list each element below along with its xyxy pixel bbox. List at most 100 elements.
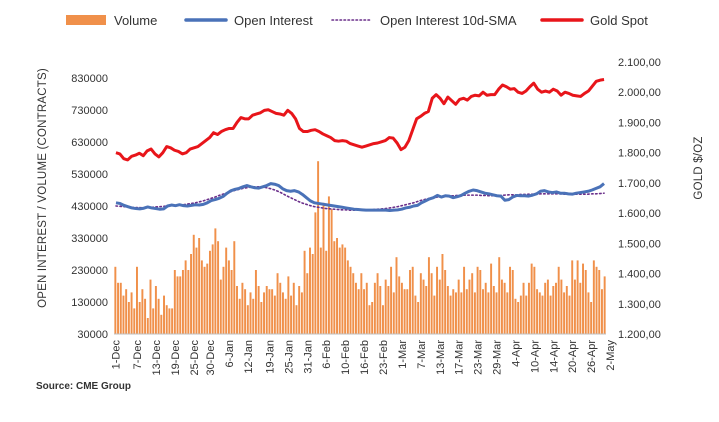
x-tick-label: 23-Mar [473,340,485,375]
y-axis-left: 30000 130000 230000 330000 430000 530000 63000… [71,73,108,341]
volume-bar [309,247,311,334]
y-left-tick-label: 130000 [71,297,108,309]
volume-bar [527,282,530,334]
volume-bar [357,289,360,334]
volume-bar [595,266,598,334]
volume-bar [414,295,417,334]
volume-bar [557,266,560,334]
volume-bar [511,270,514,334]
volume-bar [203,266,206,334]
volume-bar [176,276,179,334]
volume-bar [360,273,363,334]
volume-bar [165,305,168,334]
source-note: Source: CME Group [36,381,131,392]
volume-bar [276,273,279,334]
volume-bar [195,247,198,334]
volume-bar [549,295,552,334]
volume-bar [603,276,606,334]
x-tick-label: 6-Jan [224,340,236,368]
volume-bar [454,292,457,334]
volume-bar [444,270,447,334]
volume-bar [400,282,403,334]
volume-bar [590,302,593,334]
x-tick-label: 13-Mar [435,340,447,375]
volume-bar [449,295,452,334]
volume-bar [465,289,468,334]
volume-bar [433,295,436,334]
volume-bar [560,279,563,334]
volume-bar [473,292,476,334]
volume-bar [314,212,317,334]
volume-bar [341,244,344,334]
volume-bar [219,279,222,334]
legend-label: Open Interest 10d-SMA [380,13,517,28]
volume-bar [265,286,268,334]
volume-bar [514,298,517,334]
volume-bar [565,286,568,334]
volume-bar [571,260,574,334]
volume-bar [236,286,238,334]
y-left-tick-label: 30000 [77,329,108,341]
x-tick-label: 6-Feb [321,340,333,369]
volume-bar [190,254,193,334]
volume-bar [160,314,163,334]
volume-bar [427,257,430,334]
volume-bar [430,273,433,334]
volume-bar [146,318,149,334]
volume-bar [576,260,579,334]
volume-bar [241,282,244,334]
volume-bar [119,282,122,334]
volume-bar [395,257,398,334]
y-right-tick-label: 2.100,00 [618,57,661,69]
volume-bar [390,266,393,334]
volume-bar [541,295,544,334]
volume-bar [463,266,466,334]
volume-bar [600,289,603,334]
volume-bar [471,273,474,334]
y-left-tick-label: 830000 [71,73,108,85]
volume-bar [152,308,155,334]
volume-bar [327,196,330,334]
volume-bar [344,247,347,334]
volume-bar [568,295,571,334]
volume-bar [292,282,295,334]
open-interest-sma-line [115,186,605,211]
volume-bar [490,263,493,334]
volume-bar [173,270,176,334]
volume-bar [354,282,357,334]
x-tick-label: 12-Jan [243,340,255,374]
volume-bar [587,292,590,334]
volume-bar [298,286,301,334]
volume-bar [509,266,512,334]
volume-bar [371,302,374,334]
volume-bar [238,298,241,334]
volume-bar [492,286,495,334]
volume-bar [230,270,233,334]
volume-bar [536,289,539,334]
volume-bar [533,266,536,334]
y-right-tick-label: 1.200,00 [618,329,661,341]
volume-bar [206,263,209,334]
volume-bar [133,308,136,334]
volume-bar [125,289,128,334]
y-left-tick-label: 430000 [71,201,108,213]
volume-bar [138,302,141,334]
x-tick-label: 17-Mar [454,340,466,375]
volume-bar [168,308,171,334]
y-axis-right: 1.200,00 1.300,00 1.400,00 1.500,00 1.600,00… [618,57,661,341]
x-tick-label: 25-Jan [283,340,295,374]
y-left-tick-label: 630000 [71,137,108,149]
volume-bar [530,263,533,334]
y-right-tick-label: 1.700,00 [618,178,661,190]
volume-bar [519,295,522,334]
volume-bar [279,282,282,334]
volume-bar [163,295,165,334]
x-tick-label: 7-Mar [416,340,428,369]
volume-bar [336,238,338,334]
volume-bar [384,279,387,334]
volume-bar [149,279,152,334]
volume-bar [484,282,487,334]
volume-bar [346,260,349,334]
